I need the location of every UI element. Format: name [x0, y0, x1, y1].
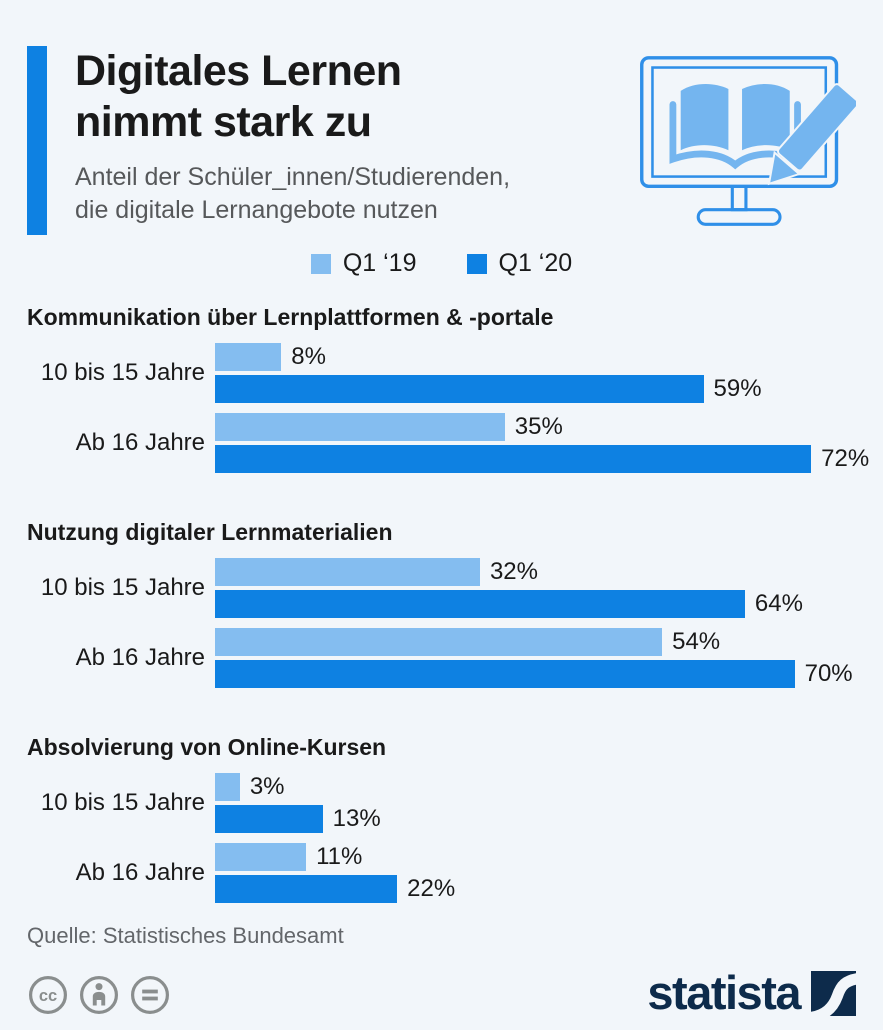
- legend-item-q1-19: Q1 ‘19: [310, 249, 417, 278]
- row-label: Ab 16 Jahre: [75, 644, 205, 671]
- bar-value-label: 64%: [754, 590, 803, 617]
- pencil-icon: [767, 83, 856, 186]
- row-bars: 11% 22%: [215, 843, 883, 903]
- row-bars: 3% 13%: [215, 773, 883, 833]
- row-bars: 32% 64%: [215, 558, 883, 618]
- section-title: Kommunikation über Lernplattformen & -po…: [27, 304, 554, 330]
- source-line: Quelle: Statistisches Bundesamt: [27, 923, 344, 948]
- chart-legend: Q1 ‘19 Q1 ‘20: [0, 249, 883, 278]
- bar-value-label: 3%: [249, 773, 285, 800]
- chart-row: 10 bis 15 Jahre 8% 59%: [27, 343, 883, 403]
- chart-sections: Kommunikation über Lernplattformen & -po…: [0, 304, 883, 903]
- row-label: 10 bis 15 Jahre: [40, 789, 205, 816]
- row-bars: 8% 59%: [215, 343, 883, 403]
- bar-q1-19: [215, 413, 505, 441]
- attribution-icon[interactable]: [78, 974, 120, 1016]
- legend-swatch-q1-19: [310, 253, 331, 274]
- chart-section: Absolvierung von Online-Kursen 10 bis 15 …: [27, 734, 883, 903]
- page-subtitle: Anteil der Schüler_innen/Studierenden, d…: [75, 161, 631, 226]
- bar-line: 32%: [215, 558, 883, 586]
- monitor-stand-neck: [730, 186, 748, 212]
- bar-value-label: 72%: [821, 445, 870, 472]
- bar-value-label: 11%: [316, 843, 363, 870]
- bar-q1-20: [215, 445, 812, 473]
- legend-swatch-q1-20: [466, 253, 487, 274]
- bar-value-label: 70%: [804, 660, 853, 687]
- bar-q1-19: [215, 773, 240, 801]
- bar-q1-20: [215, 590, 745, 618]
- cc-icon[interactable]: cc: [27, 974, 69, 1016]
- open-book-icon: [669, 84, 801, 170]
- bar-line: 3%: [215, 773, 883, 801]
- bar-line: 35%: [215, 413, 883, 441]
- bar-line: 70%: [215, 660, 883, 688]
- bar-line: 13%: [215, 805, 883, 833]
- row-label: 10 bis 15 Jahre: [40, 359, 205, 386]
- bar-value-label: 59%: [713, 375, 762, 402]
- row-bars: 54% 70%: [215, 628, 883, 688]
- bar-value-label: 13%: [332, 805, 381, 832]
- statista-wordmark: statista: [647, 966, 801, 1020]
- bar-value-label: 54%: [672, 628, 721, 655]
- statista-logo[interactable]: statista: [647, 966, 856, 1020]
- license-badges: cc: [27, 974, 171, 1016]
- page-title: Digitales Lernen nimmt stark zu: [75, 46, 631, 147]
- page-subtitle-line2: die digitale Lernangebote nutzen: [75, 195, 438, 224]
- bar-value-label: 22%: [407, 875, 456, 902]
- page-subtitle-line1: Anteil der Schüler_innen/Studierenden,: [75, 163, 511, 192]
- monitor-stand-base: [696, 208, 782, 226]
- chart-row: Ab 16 Jahre 11% 22%: [27, 843, 883, 903]
- chart-section: Nutzung digitaler Lernmaterialien 10 bis …: [27, 519, 883, 688]
- chart-row: 10 bis 15 Jahre 3% 13%: [27, 773, 883, 833]
- no-derivatives-icon[interactable]: [129, 974, 171, 1016]
- statista-logo-icon: [811, 971, 856, 1016]
- bar-q1-19: [215, 843, 307, 871]
- bar-q1-19: [215, 558, 480, 586]
- digital-learning-icon: [640, 56, 856, 226]
- bar-line: 64%: [215, 590, 883, 618]
- bar-q1-20: [215, 375, 704, 403]
- title-block: Digitales Lernen nimmt stark zu Anteil d…: [75, 46, 631, 235]
- title-accent-bar: [27, 46, 47, 235]
- page-title-line2: nimmt stark zu: [75, 97, 372, 146]
- bar-value-label: 8%: [291, 343, 326, 370]
- chart-row: 10 bis 15 Jahre 32% 64%: [27, 558, 883, 618]
- row-label: Ab 16 Jahre: [75, 859, 205, 886]
- chart-section: Kommunikation über Lernplattformen & -po…: [27, 304, 883, 473]
- bar-q1-19: [215, 628, 663, 656]
- header: Digitales Lernen nimmt stark zu Anteil d…: [0, 46, 883, 235]
- bar-line: 8%: [215, 343, 883, 371]
- footer: cc statista: [0, 966, 883, 1020]
- legend-label-q1-20: Q1 ‘20: [498, 249, 573, 277]
- svg-text:cc: cc: [39, 987, 57, 1005]
- bar-value-label: 32%: [489, 558, 538, 585]
- bar-line: 72%: [215, 445, 883, 473]
- bar-q1-20: [215, 805, 323, 833]
- section-title: Nutzung digitaler Lernmaterialien: [27, 519, 393, 545]
- legend-item-q1-20: Q1 ‘20: [466, 249, 573, 278]
- bar-value-label: 35%: [514, 413, 563, 440]
- row-bars: 35% 72%: [215, 413, 883, 473]
- bar-line: 11%: [215, 843, 883, 871]
- bar-q1-20: [215, 660, 795, 688]
- bar-line: 59%: [215, 375, 883, 403]
- chart-row: Ab 16 Jahre 54% 70%: [27, 628, 883, 688]
- section-title: Absolvierung von Online-Kursen: [27, 734, 387, 760]
- page-title-line1: Digitales Lernen: [75, 47, 402, 95]
- bar-q1-20: [215, 875, 398, 903]
- bar-line: 22%: [215, 875, 883, 903]
- bar-line: 54%: [215, 628, 883, 656]
- row-label: Ab 16 Jahre: [75, 429, 205, 456]
- chart-row: Ab 16 Jahre 35% 72%: [27, 413, 883, 473]
- bar-q1-19: [215, 343, 282, 371]
- row-label: 10 bis 15 Jahre: [40, 574, 205, 601]
- legend-label-q1-19: Q1 ‘19: [342, 249, 417, 277]
